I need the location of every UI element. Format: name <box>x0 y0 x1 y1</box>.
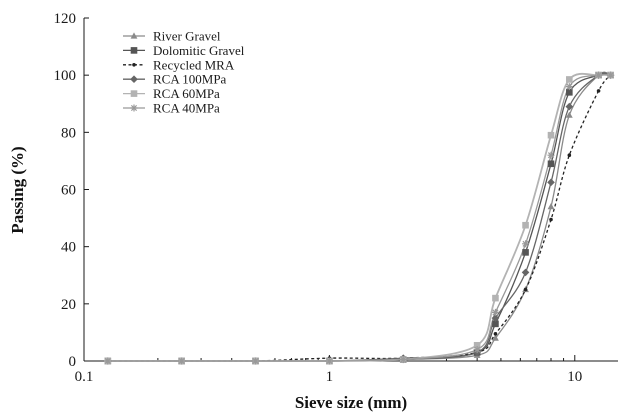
data-point <box>522 240 530 248</box>
x-ticks: 0.1 1 10 <box>75 355 582 385</box>
y-axis-title: Passing (%) <box>8 146 27 233</box>
legend-label: RCA 40MPa <box>153 101 220 116</box>
y-tick-label: 0 <box>69 354 77 370</box>
data-point <box>547 151 555 159</box>
legend-label: Recycled MRA <box>153 57 235 72</box>
y-tick-label: 80 <box>61 125 76 141</box>
data-point <box>595 71 603 79</box>
data-point <box>547 160 555 168</box>
data-point <box>566 76 573 83</box>
data-point <box>521 268 530 277</box>
series-line-recycled-mra <box>107 74 612 362</box>
data-point <box>252 357 260 365</box>
legend-marker <box>132 63 136 67</box>
x-tick-label: 10 <box>567 369 582 385</box>
data-point <box>547 203 555 210</box>
data-point <box>492 294 499 302</box>
y-tick-label: 60 <box>61 183 76 199</box>
x-axis-title: Sieve size (mm) <box>295 393 407 412</box>
series-line-dolomitic-gravel <box>107 73 611 362</box>
data-point <box>523 287 528 292</box>
series-markers <box>103 71 615 365</box>
data-point <box>399 356 407 364</box>
data-point <box>491 308 499 316</box>
data-point <box>473 346 481 354</box>
data-point <box>492 320 499 328</box>
data-point <box>596 89 601 93</box>
data-point <box>493 332 498 336</box>
legend-label: RCA 100MPa <box>153 72 227 87</box>
legend-marker <box>130 75 138 83</box>
legend-label: RCA 60MPa <box>153 86 220 101</box>
series-line-rca-60mpa <box>107 72 611 362</box>
series-line-rca-40mpa <box>107 73 611 362</box>
data-point <box>491 314 500 322</box>
series-line-river-gravel <box>107 71 611 362</box>
data-point <box>547 178 555 187</box>
y-tick-label: 120 <box>54 11 77 27</box>
data-point <box>492 334 499 341</box>
series-line-rca-100mpa <box>107 72 611 362</box>
data-point <box>566 89 573 96</box>
data-point <box>325 357 333 365</box>
data-point <box>565 102 574 111</box>
data-point <box>565 83 573 91</box>
legend-label: River Gravel <box>153 29 221 44</box>
series-lines <box>107 71 612 362</box>
data-point <box>104 357 112 365</box>
data-point <box>522 221 529 229</box>
y-tick-label: 100 <box>54 68 77 84</box>
data-point <box>522 249 529 256</box>
legend-marker <box>130 90 138 97</box>
data-point <box>549 217 553 222</box>
y-tick-label: 40 <box>61 240 76 256</box>
y-tick-label: 20 <box>61 297 76 313</box>
y-ticks: 0 20 40 60 80 100 120 <box>54 11 89 370</box>
x-tick-label: 1 <box>326 369 334 385</box>
data-point <box>567 153 572 157</box>
legend-marker <box>130 104 138 112</box>
legend-marker <box>130 32 138 39</box>
data-point <box>565 111 573 118</box>
legend-marker <box>130 47 138 54</box>
x-tick-label: 0.1 <box>75 369 94 385</box>
data-point <box>178 357 186 365</box>
data-point <box>547 131 555 139</box>
legend-label: Dolomitic Gravel <box>153 43 245 58</box>
data-point <box>473 341 481 349</box>
data-point <box>607 71 615 79</box>
